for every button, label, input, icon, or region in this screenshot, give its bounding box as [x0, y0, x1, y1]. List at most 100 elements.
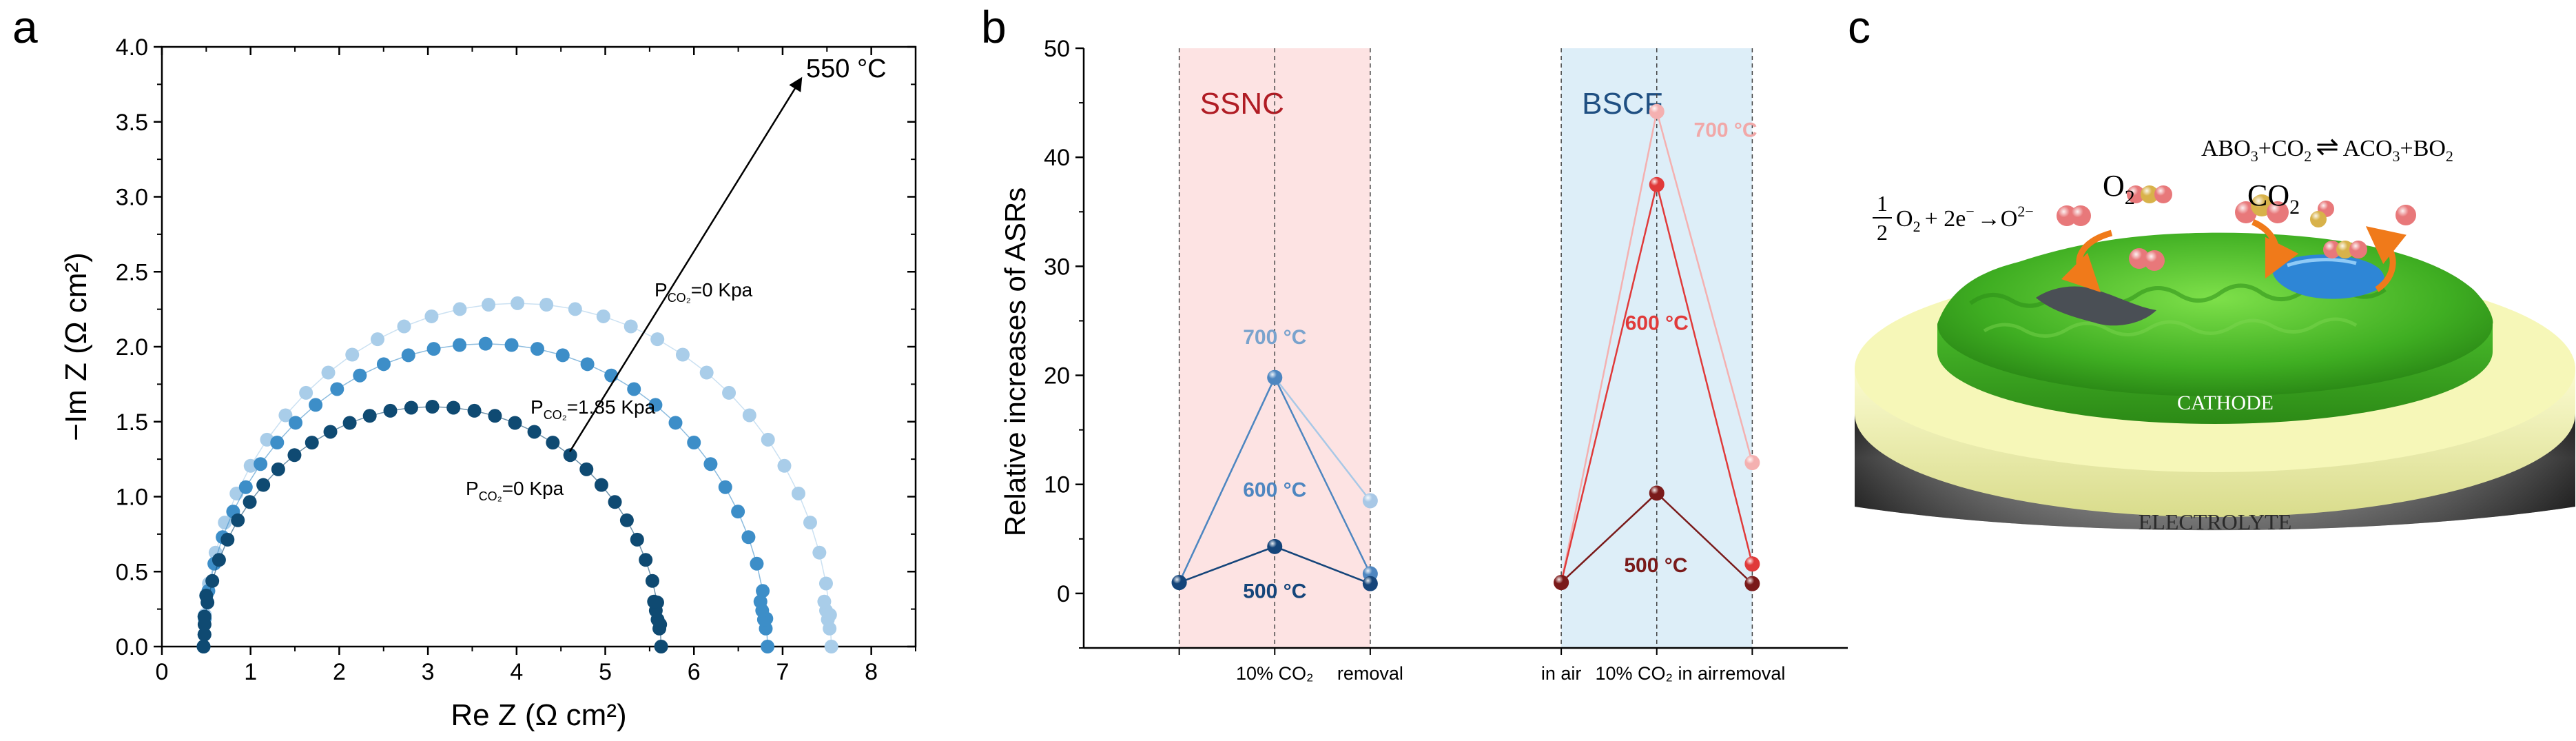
data-point — [555, 348, 570, 363]
temperature-label: 500 °C — [1243, 580, 1306, 603]
data-point — [703, 457, 718, 471]
data-point — [527, 425, 542, 439]
data-point — [675, 347, 690, 362]
data-point — [645, 573, 659, 588]
data-point — [619, 513, 634, 527]
data-point — [330, 382, 344, 396]
series-label: PCO₂=0 Kpa — [466, 478, 564, 503]
data-point — [742, 408, 756, 423]
eq-frac-den: 2 — [1877, 220, 1888, 245]
data-point — [756, 584, 770, 598]
panel-a-data — [196, 296, 838, 653]
data-point — [650, 332, 665, 347]
data-point — [353, 368, 367, 383]
co2-molecule-4 — [2310, 201, 2334, 227]
data-point — [220, 532, 235, 547]
y-tick-label: 0.0 — [116, 634, 148, 660]
y-tick-label: 10 — [1044, 472, 1070, 498]
data-point-shine — [1362, 576, 1378, 591]
y-tick-label: 0.5 — [116, 559, 148, 585]
data-point — [803, 516, 817, 530]
data-point — [648, 398, 663, 412]
eq-frac-num: 1 — [1877, 191, 1888, 216]
data-point-shine — [1649, 485, 1665, 501]
data-point — [321, 365, 336, 380]
panel-a-xlabel: Re Z (Ω cm²) — [451, 698, 626, 732]
anode-label: ANODE — [2176, 559, 2254, 584]
data-point — [511, 296, 525, 310]
panel-b-dashed-lines — [1178, 48, 1753, 648]
data-point — [383, 403, 398, 418]
data-point — [596, 309, 610, 323]
x-tick-label: in air — [1541, 663, 1582, 684]
data-point — [299, 385, 313, 400]
data-point — [376, 357, 391, 372]
data-point — [238, 480, 253, 494]
data-point — [753, 594, 767, 609]
data-point — [777, 458, 792, 473]
data-point — [630, 532, 644, 547]
panel-b-letter: b — [981, 1, 1007, 52]
temperature-label: 700 °C — [1243, 326, 1306, 349]
data-point — [654, 640, 668, 653]
data-point — [424, 309, 439, 323]
cathode-label: CATHODE — [2177, 392, 2274, 414]
data-point — [668, 416, 683, 430]
data-point — [305, 436, 319, 450]
panel-a-ylabel: −Im Z (Ω cm²) — [59, 252, 93, 441]
data-point-shine — [1649, 103, 1665, 119]
co2-desorption-arrow — [2365, 226, 2407, 292]
data-point — [580, 357, 595, 372]
data-point-shine — [1744, 576, 1760, 591]
data-point — [243, 495, 257, 509]
region-label-ssnc: SSNC — [1200, 87, 1284, 121]
trend-arrow — [568, 77, 803, 452]
co2-adsorption-arrow — [2252, 219, 2299, 279]
y-tick-label: 3.0 — [116, 185, 148, 211]
x-tick-label: 7 — [776, 659, 789, 685]
eq-right: ABO3+CO2 ⇌ ACO3+BO2 — [2201, 131, 2453, 165]
co2-molecule-1 — [2127, 185, 2172, 203]
data-point — [426, 342, 441, 356]
data-point — [425, 400, 440, 414]
data-point — [824, 640, 838, 653]
data-point — [197, 627, 212, 642]
oxygen-reduction-equation: 1 2 O2 + 2e− →O2− — [1873, 191, 2034, 245]
data-point-shine — [1744, 455, 1760, 471]
data-point — [647, 594, 661, 609]
carbonate-phase-blue — [2272, 254, 2384, 299]
x-tick-label: 4 — [510, 659, 523, 685]
data-point-shine — [1744, 556, 1760, 572]
data-point — [731, 505, 745, 519]
data-point — [817, 594, 832, 609]
o-atom — [2395, 205, 2416, 225]
y-tick-label: 2.0 — [116, 334, 148, 361]
data-point — [404, 400, 418, 415]
panel-a-ticks: 0 1 2 3 4 5 6 7 8 0.0 0.5 1.0 1.5 2.0 2.5 3.0 3.5 4.0 — [116, 34, 916, 685]
data-point — [371, 332, 385, 347]
cathode-highlight — [1983, 317, 2358, 338]
panel-b-data: 700 °C 600 °C 500 °C 700 °C 600 °C 500 °C — [1171, 103, 1760, 603]
data-point — [289, 416, 303, 430]
data-point — [624, 319, 638, 334]
o2-reduction-arrow — [2061, 230, 2113, 293]
data-point — [791, 486, 805, 500]
data-point — [750, 556, 764, 571]
data-point — [482, 298, 496, 312]
data-point — [478, 336, 493, 351]
data-point — [271, 462, 285, 476]
panel-c-letter: c — [1848, 1, 1871, 52]
data-point-shine — [1554, 575, 1569, 591]
y-tick-label: 30 — [1044, 254, 1070, 280]
secondary-phase-grey — [2036, 286, 2156, 326]
panel-a: a 0 1 2 3 4 5 6 7 8 0.0 0.5 1.0 1.5 2.0 2.5 3.0 3.5 4.0 5… — [12, 1, 917, 732]
data-point — [197, 617, 212, 631]
temperature-label: 500 °C — [1624, 554, 1687, 577]
data-point — [362, 409, 377, 423]
data-point — [218, 516, 232, 530]
y-tick-label: 4.0 — [116, 34, 148, 61]
o2-label: O2 — [2103, 169, 2135, 209]
temperature-label: 600 °C — [1625, 312, 1689, 335]
x-tick-label: 3 — [422, 659, 435, 685]
